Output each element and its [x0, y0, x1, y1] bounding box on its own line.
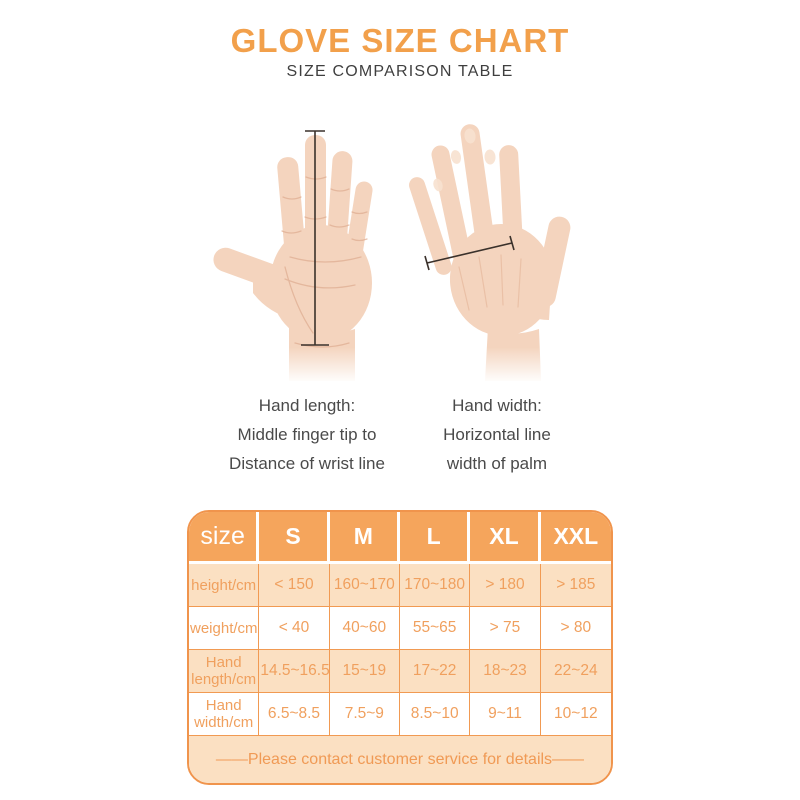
hand-width-measure-line — [424, 235, 515, 271]
table-column-header-s: S — [259, 512, 330, 564]
table-row-hand-length: Hand length/cm 14.5~16.5 15~19 17~22 18~… — [189, 650, 611, 693]
table-row-weight: weight/cm < 40 40~60 55~65 > 75 > 80 — [189, 607, 611, 650]
table-cell: > 185 — [540, 564, 611, 607]
table-column-header-xl: XL — [470, 512, 541, 564]
table-cell: 8.5~10 — [399, 693, 471, 736]
table-cell: 15~19 — [329, 650, 400, 693]
table-cell: 17~22 — [399, 650, 471, 693]
table-cell: < 150 — [259, 564, 330, 607]
size-table: size S M L XL XXL height/cm < 150 160~17… — [187, 510, 613, 785]
table-corner-label: size — [189, 512, 260, 564]
table-cell: 7.5~9 — [329, 693, 400, 736]
table-cell: 14.5~16.5 — [259, 650, 330, 693]
hand-back-width-illustration — [383, 124, 611, 383]
hand-width-caption: Hand width: Horizontal line width of pal… — [383, 391, 611, 478]
caption-line: width of palm — [446, 454, 548, 473]
table-cell: > 80 — [540, 607, 611, 650]
table-row-hand-width: Hand width/cm 6.5~8.5 7.5~9 8.5~10 9~11 … — [189, 693, 611, 736]
table-cell: < 40 — [259, 607, 330, 650]
table-cell: 40~60 — [329, 607, 400, 650]
caption-line: Distance of wrist line — [229, 454, 385, 473]
table-header-row: size S M L XL XXL — [189, 512, 611, 564]
caption-line: Hand length: — [258, 396, 356, 415]
table-cell: 160~170 — [329, 564, 400, 607]
hand-width-figure: Hand width: Horizontal line width of pal… — [383, 115, 611, 478]
table-footer-note: ——Please contact customer service for de… — [189, 736, 611, 783]
table-footer-row: ——Please contact customer service for de… — [189, 736, 611, 783]
table-cell: 170~180 — [399, 564, 471, 607]
row-label: height/cm — [189, 564, 260, 607]
table-cell: 6.5~8.5 — [259, 693, 330, 736]
caption-line: Hand width: — [452, 396, 542, 415]
page-subtitle: SIZE COMPARISON TABLE — [286, 63, 514, 80]
hand-length-measure-line — [301, 130, 329, 346]
table-column-header-m: M — [329, 512, 400, 564]
table-cell: 55~65 — [399, 607, 471, 650]
table-cell: 9~11 — [470, 693, 541, 736]
caption-line: Middle finger tip to — [237, 425, 377, 444]
hand-length-caption: Hand length: Middle finger tip to Distan… — [193, 391, 421, 478]
table-cell: 22~24 — [540, 650, 611, 693]
page-title: GLOVE SIZE CHART — [230, 22, 570, 59]
table-cell: > 180 — [470, 564, 541, 607]
row-label: Hand width/cm — [189, 693, 260, 736]
table-cell: 18~23 — [470, 650, 541, 693]
table-cell: > 75 — [470, 607, 541, 650]
caption-line: Horizontal line — [443, 425, 551, 444]
table-cell: 10~12 — [540, 693, 611, 736]
table-column-header-xxl: XXL — [540, 512, 611, 564]
table-column-header-l: L — [399, 512, 471, 564]
row-label: weight/cm — [189, 607, 260, 650]
table-row-height: height/cm < 150 160~170 170~180 > 180 > … — [189, 564, 611, 607]
row-label: Hand length/cm — [189, 650, 260, 693]
